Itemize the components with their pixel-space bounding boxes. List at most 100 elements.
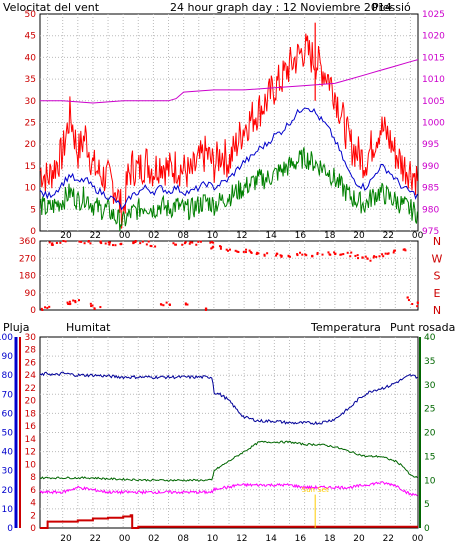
direction-point bbox=[255, 253, 258, 256]
direction-point bbox=[209, 241, 212, 244]
direction-point bbox=[381, 253, 384, 256]
climate-grid bbox=[40, 337, 418, 528]
pressure-y-tick: 995 bbox=[422, 140, 439, 150]
direction-point bbox=[141, 240, 144, 243]
direction-point bbox=[186, 303, 189, 306]
pressure-y-tick: 990 bbox=[422, 162, 439, 172]
wind-y-tick: 50 bbox=[25, 10, 37, 20]
direction-point bbox=[145, 243, 148, 246]
wind-y-tick: 40 bbox=[25, 53, 37, 63]
wind-series bbox=[39, 22, 419, 232]
humidity-y-tick: 50 bbox=[2, 429, 14, 439]
direction-point bbox=[280, 255, 283, 258]
climate-x-tick: 20 bbox=[353, 534, 365, 544]
direction-point bbox=[244, 251, 247, 254]
direction-point bbox=[339, 253, 342, 256]
direction-point bbox=[191, 241, 194, 244]
direction-y-tick: 0 bbox=[30, 306, 36, 316]
direction-point bbox=[416, 301, 419, 304]
direction-point bbox=[91, 304, 94, 307]
direction-point bbox=[219, 247, 222, 250]
pressure-label: Pressió bbox=[372, 1, 411, 14]
direction-point bbox=[375, 255, 378, 258]
direction-point bbox=[104, 242, 107, 245]
rain-series-line bbox=[40, 514, 418, 529]
temperature-y-tick: 10 bbox=[424, 476, 436, 486]
direction-point bbox=[296, 253, 299, 256]
direction-point bbox=[301, 253, 304, 256]
direction-point bbox=[199, 240, 202, 243]
humidity-y-tick: 70 bbox=[2, 390, 14, 400]
direction-point bbox=[327, 251, 330, 254]
direction-point bbox=[72, 299, 75, 302]
direction-point bbox=[172, 242, 175, 245]
climate-x-tick: 02 bbox=[148, 534, 159, 544]
direction-point bbox=[181, 243, 184, 246]
pressure-y-tick: 1020 bbox=[422, 32, 445, 42]
direction-point bbox=[55, 241, 58, 244]
direction-point bbox=[90, 305, 93, 308]
dewpoint-label: Punt rosada bbox=[390, 321, 455, 334]
direction-point bbox=[51, 242, 54, 245]
wind-y-tick: 25 bbox=[25, 119, 36, 129]
rain-y-tick: 10 bbox=[25, 460, 37, 470]
direction-point bbox=[114, 244, 117, 247]
direction-point bbox=[74, 299, 77, 302]
wind-x-tick: 18 bbox=[324, 231, 336, 241]
rain-label: Pluja bbox=[3, 321, 29, 334]
climate-x-tick: 14 bbox=[265, 534, 277, 544]
direction-point bbox=[228, 248, 231, 251]
direction-point bbox=[372, 256, 375, 259]
climate-x-tick: 10 bbox=[207, 534, 219, 544]
direction-point bbox=[288, 255, 291, 258]
direction-point bbox=[305, 254, 308, 257]
direction-point bbox=[248, 249, 251, 252]
direction-point bbox=[311, 255, 314, 258]
rain-y-tick: 6 bbox=[30, 486, 36, 496]
wind-x-tick: 08 bbox=[177, 231, 189, 241]
direction-point bbox=[266, 252, 269, 255]
rain-y-tick: 14 bbox=[25, 435, 37, 445]
direction-point bbox=[212, 241, 215, 244]
direction-point bbox=[279, 254, 282, 257]
direction-point bbox=[74, 301, 77, 304]
direction-point bbox=[83, 242, 86, 245]
direction-point bbox=[225, 248, 228, 251]
rain-y-tick: 24 bbox=[25, 371, 37, 381]
direction-point bbox=[139, 242, 142, 245]
pressure-y-tick: 985 bbox=[422, 184, 439, 194]
sun-set-label: Sun Set bbox=[302, 486, 329, 494]
direction-point bbox=[107, 241, 110, 244]
humidity-y-tick: 60 bbox=[2, 409, 14, 419]
climate-x-tick: 08 bbox=[177, 534, 189, 544]
direction-point bbox=[411, 302, 414, 305]
wind-x-tick: 22 bbox=[90, 231, 101, 241]
wind-y-tick: 0 bbox=[30, 227, 36, 237]
direction-point bbox=[204, 307, 207, 310]
axis-ticks: 0510152025303540455097598098599099510001… bbox=[0, 10, 445, 544]
climate-x-tick: 12 bbox=[236, 534, 247, 544]
pressure-y-tick: 975 bbox=[422, 227, 439, 237]
dewpoint-series-line bbox=[39, 481, 418, 497]
direction-point bbox=[59, 241, 62, 244]
direction-point bbox=[159, 303, 162, 306]
compass-label: S bbox=[434, 270, 441, 283]
direction-point bbox=[210, 247, 213, 250]
temperature-y-tick: 35 bbox=[424, 357, 435, 367]
direction-point bbox=[134, 241, 137, 244]
humidity-series-line bbox=[39, 371, 418, 426]
humidity-y-tick: 100 bbox=[0, 333, 13, 343]
wind-y-tick: 45 bbox=[25, 32, 36, 42]
direction-point bbox=[237, 250, 240, 253]
climate-x-tick: 22 bbox=[90, 534, 101, 544]
direction-point bbox=[226, 249, 229, 252]
direction-point bbox=[149, 244, 152, 247]
wind-y-tick: 35 bbox=[25, 75, 36, 85]
direction-point bbox=[392, 251, 395, 254]
direction-point bbox=[87, 240, 90, 242]
rain-y-tick: 30 bbox=[25, 333, 37, 343]
humidity-label: Humitat bbox=[66, 321, 111, 334]
direction-point bbox=[378, 255, 381, 258]
direction-point bbox=[334, 253, 337, 256]
